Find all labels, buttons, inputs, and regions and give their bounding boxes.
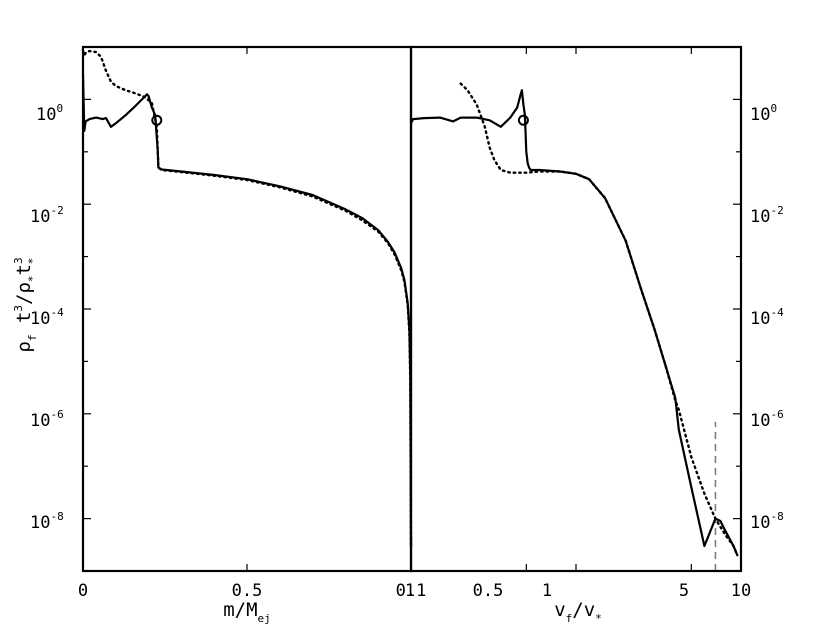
right-x-tick-label: 1	[542, 581, 552, 601]
dotted-series-line-left	[81, 49, 413, 548]
circle-marker	[517, 114, 529, 126]
left-y-tick-label: 10-2	[30, 204, 64, 227]
left-y-tick-label: 100	[36, 102, 63, 125]
right-x-tick-label: 10	[731, 581, 751, 601]
right-x-tick-label: 5	[679, 581, 689, 601]
left-panel: 0 0.5 1 m/Mej 100 10-2 10-4 10-6 10-8 ρf…	[12, 45, 415, 625]
right-y-tick-label: 10-8	[750, 510, 784, 533]
left-x-tick-label: 1	[405, 581, 415, 601]
left-x-axis-label-main: m/M	[223, 599, 257, 621]
y-axis-label: ρf t3/ρ*t3*	[12, 257, 39, 352]
left-x-axis-label: m/Mej	[223, 599, 271, 625]
dotted-series-line-right	[459, 82, 739, 557]
left-plot-frame	[81, 45, 413, 573]
left-curves	[81, 49, 413, 548]
right-y-tick-label: 10-2	[750, 204, 784, 227]
solid-series-line-left	[81, 73, 413, 548]
y-axis-label-text: ρf t3/ρ*t3*	[12, 257, 39, 352]
left-y-tick-label: 10-8	[30, 510, 64, 533]
circle-marker	[151, 114, 163, 126]
left-x-tick-label: 0	[78, 581, 88, 601]
left-y-tick-label: 10-4	[30, 306, 64, 329]
right-x-tick-label: 0.1	[396, 581, 427, 601]
left-x-axis-label-subscript: ej	[258, 612, 271, 625]
left-tick-marks	[82, 46, 412, 572]
right-x-axis-label: vf/v*	[554, 599, 602, 625]
right-y-tick-label: 100	[750, 102, 777, 125]
right-panel: 0.1 0.5 1 5 10 vf/v* 100 10-2 10-4 10-6 …	[396, 45, 784, 625]
left-y-tick-label: 10-6	[30, 408, 64, 431]
left-x-tick-label: 0.5	[232, 581, 263, 601]
right-curves	[409, 82, 739, 571]
right-plot-frame	[409, 45, 743, 573]
right-x-tick-label: 0.5	[473, 581, 504, 601]
solid-series-line-right	[409, 89, 739, 557]
right-y-tick-label: 10-6	[750, 408, 784, 431]
right-y-tick-label: 10-4	[750, 306, 784, 329]
